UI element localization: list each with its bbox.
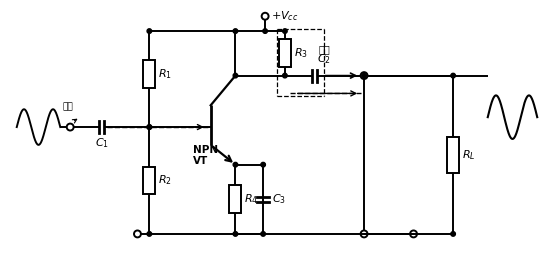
Circle shape bbox=[263, 29, 267, 33]
Circle shape bbox=[261, 162, 266, 167]
Circle shape bbox=[233, 29, 238, 33]
Circle shape bbox=[451, 232, 455, 236]
Bar bbox=[447, 137, 459, 173]
Bar bbox=[144, 167, 155, 194]
Circle shape bbox=[451, 73, 455, 78]
Text: $R_4$: $R_4$ bbox=[245, 192, 259, 206]
Circle shape bbox=[147, 29, 152, 33]
Text: NPN
VT: NPN VT bbox=[193, 145, 218, 166]
Bar bbox=[230, 186, 241, 213]
Circle shape bbox=[233, 73, 238, 78]
Text: $C_3$: $C_3$ bbox=[272, 192, 286, 206]
Text: 输入: 输入 bbox=[63, 102, 73, 111]
Text: 输出: 输出 bbox=[319, 44, 330, 54]
Circle shape bbox=[261, 232, 266, 236]
Text: $+V_{cc}$: $+V_{cc}$ bbox=[271, 9, 299, 23]
Circle shape bbox=[283, 29, 287, 33]
Circle shape bbox=[233, 162, 238, 167]
Text: $C_2$: $C_2$ bbox=[316, 52, 331, 66]
Bar bbox=[279, 39, 291, 67]
Bar bbox=[144, 60, 155, 88]
Text: $C_1$: $C_1$ bbox=[95, 136, 109, 150]
Text: $R_L$: $R_L$ bbox=[462, 148, 476, 162]
Circle shape bbox=[362, 73, 367, 78]
Circle shape bbox=[147, 232, 152, 236]
Text: $R_1$: $R_1$ bbox=[158, 67, 172, 81]
Text: $R_2$: $R_2$ bbox=[158, 174, 172, 187]
Circle shape bbox=[233, 232, 238, 236]
Circle shape bbox=[147, 125, 152, 129]
Circle shape bbox=[283, 73, 287, 78]
Text: $R_3$: $R_3$ bbox=[294, 46, 308, 60]
Circle shape bbox=[147, 125, 152, 129]
